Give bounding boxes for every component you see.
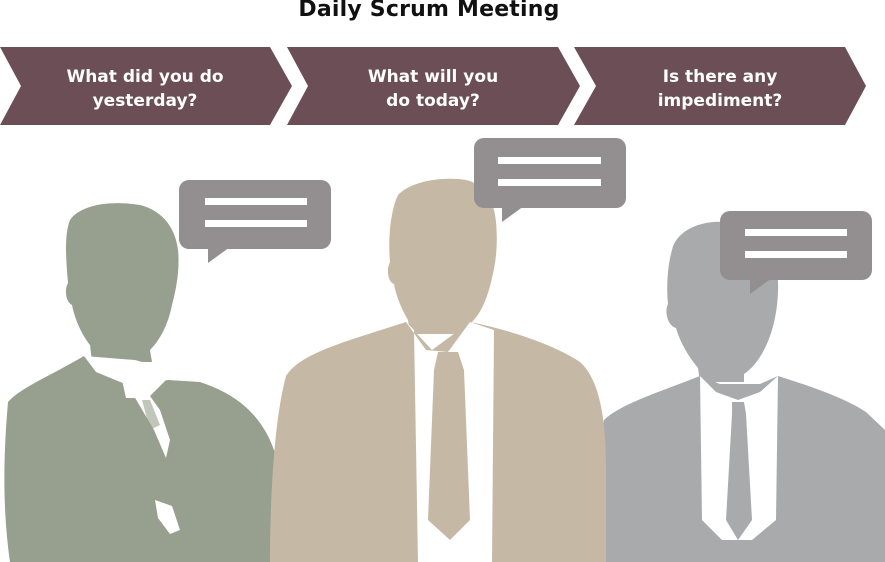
speech-bubble-right bbox=[720, 211, 872, 294]
speech-bubble-left bbox=[179, 180, 331, 263]
step-1-label-box: What did you do yesterday? bbox=[30, 62, 260, 116]
chevron-step-2 bbox=[287, 47, 580, 125]
step-2-label-box: What will you do today? bbox=[318, 62, 548, 116]
person-left-hand-highlight bbox=[155, 500, 180, 534]
person-left-shirt bbox=[134, 396, 170, 458]
person-left-silhouette bbox=[4, 203, 282, 562]
step-2-label: What will you do today? bbox=[367, 67, 499, 111]
page-title: Daily Scrum Meeting bbox=[298, 0, 560, 22]
chevron-step-3 bbox=[574, 47, 866, 125]
person-center-tie bbox=[428, 352, 470, 540]
person-left-tie bbox=[142, 400, 160, 430]
step-3-label: Is there any impediment? bbox=[657, 67, 783, 111]
person-left-collar bbox=[84, 356, 166, 398]
step-3-label-box: Is there any impediment? bbox=[605, 62, 835, 116]
person-right-tie bbox=[726, 402, 752, 540]
chevron-step-1 bbox=[0, 47, 292, 125]
speech-bubble-center bbox=[474, 138, 626, 222]
step-1-label: What did you do yesterday? bbox=[66, 67, 224, 111]
